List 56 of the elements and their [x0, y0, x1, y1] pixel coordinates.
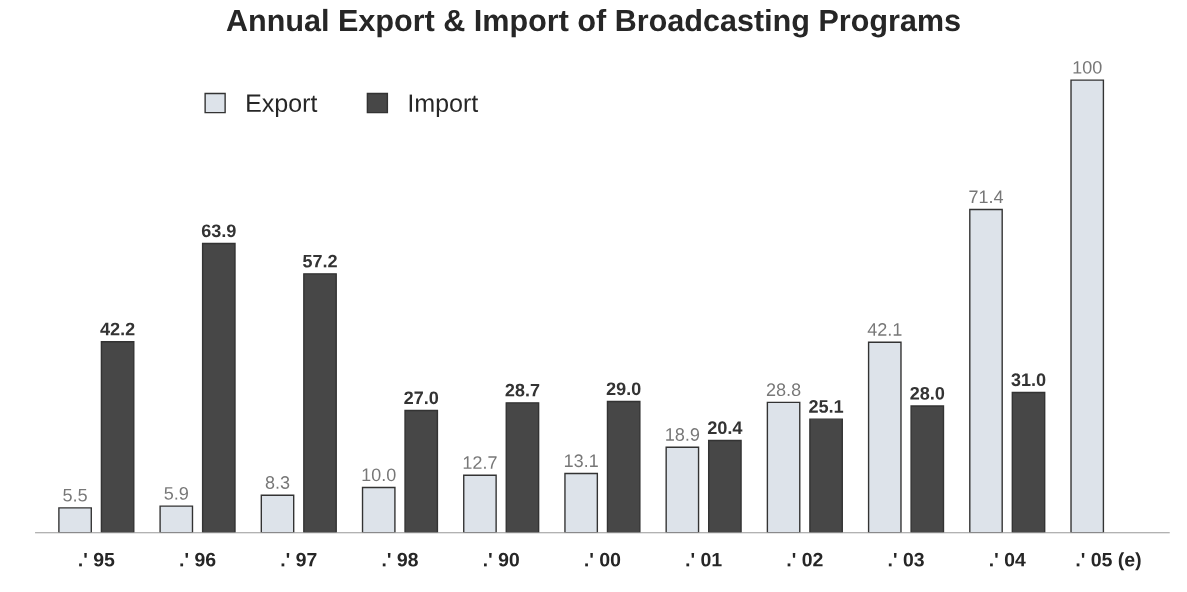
- bar: [766, 401, 801, 533]
- x-tick-label: .' 95: [79, 552, 115, 567]
- data-label: 8.3: [265, 476, 290, 489]
- bar: [809, 418, 843, 533]
- bar: [404, 409, 439, 533]
- bar: [159, 505, 194, 533]
- x-tick-label: .' 02: [787, 552, 823, 567]
- data-label: 5.9: [164, 486, 188, 500]
- data-label: 28.0: [910, 386, 945, 400]
- x-tick-label: .' 03: [888, 552, 924, 567]
- legend-label: Export: [247, 94, 318, 117]
- data-label: 13.1: [564, 454, 598, 468]
- x-tick-label: .' 05 (e): [1076, 552, 1141, 571]
- data-label: 42.1: [867, 323, 902, 336]
- data-label: 71.4: [969, 190, 1004, 204]
- bar: [505, 402, 540, 533]
- data-label: 57.2: [303, 254, 337, 268]
- data-label: 5.5: [63, 488, 87, 502]
- data-label: 12.7: [463, 456, 497, 469]
- bar: [910, 405, 945, 533]
- bar: [100, 341, 135, 533]
- x-tick-label: .' 01: [686, 552, 722, 567]
- bar: [260, 494, 295, 533]
- x-tick-label: .' 04: [990, 552, 1026, 567]
- bar: [564, 472, 599, 533]
- bar: [463, 474, 497, 533]
- x-tick-label: .' 98: [382, 552, 418, 567]
- data-label: 27.0: [404, 391, 439, 405]
- data-label: 28.8: [766, 383, 801, 397]
- chart-title: Annual Export & Import of Broadcasting Programs: [226, 8, 960, 38]
- bar: [361, 486, 396, 533]
- data-label: 31.0: [1011, 373, 1046, 387]
- bar: [58, 507, 92, 533]
- x-tick-label: .' 97: [281, 552, 317, 567]
- x-tick-label: .' 90: [483, 552, 519, 567]
- data-label: 28.7: [505, 383, 540, 397]
- x-tick-label: .' 00: [585, 552, 621, 567]
- bar: [867, 341, 902, 533]
- data-label: 25.1: [809, 400, 844, 413]
- bar: [201, 242, 236, 533]
- bar: [707, 439, 742, 533]
- bar: [969, 208, 1003, 533]
- data-label: 20.4: [707, 421, 743, 435]
- bar: [1011, 391, 1046, 533]
- data-label: 63.9: [201, 224, 236, 238]
- data-label: 42.2: [100, 322, 135, 336]
- x-tick-label: .' 96: [180, 552, 216, 567]
- bar: [665, 446, 700, 533]
- bar: [303, 273, 337, 533]
- data-label: 100: [1073, 60, 1102, 74]
- data-label: 29.0: [606, 382, 641, 396]
- data-label: 18.9: [666, 428, 700, 441]
- bar: [606, 400, 641, 533]
- legend-label: Import: [409, 94, 479, 117]
- data-label: 10.0: [362, 468, 396, 482]
- bar: [1070, 79, 1105, 533]
